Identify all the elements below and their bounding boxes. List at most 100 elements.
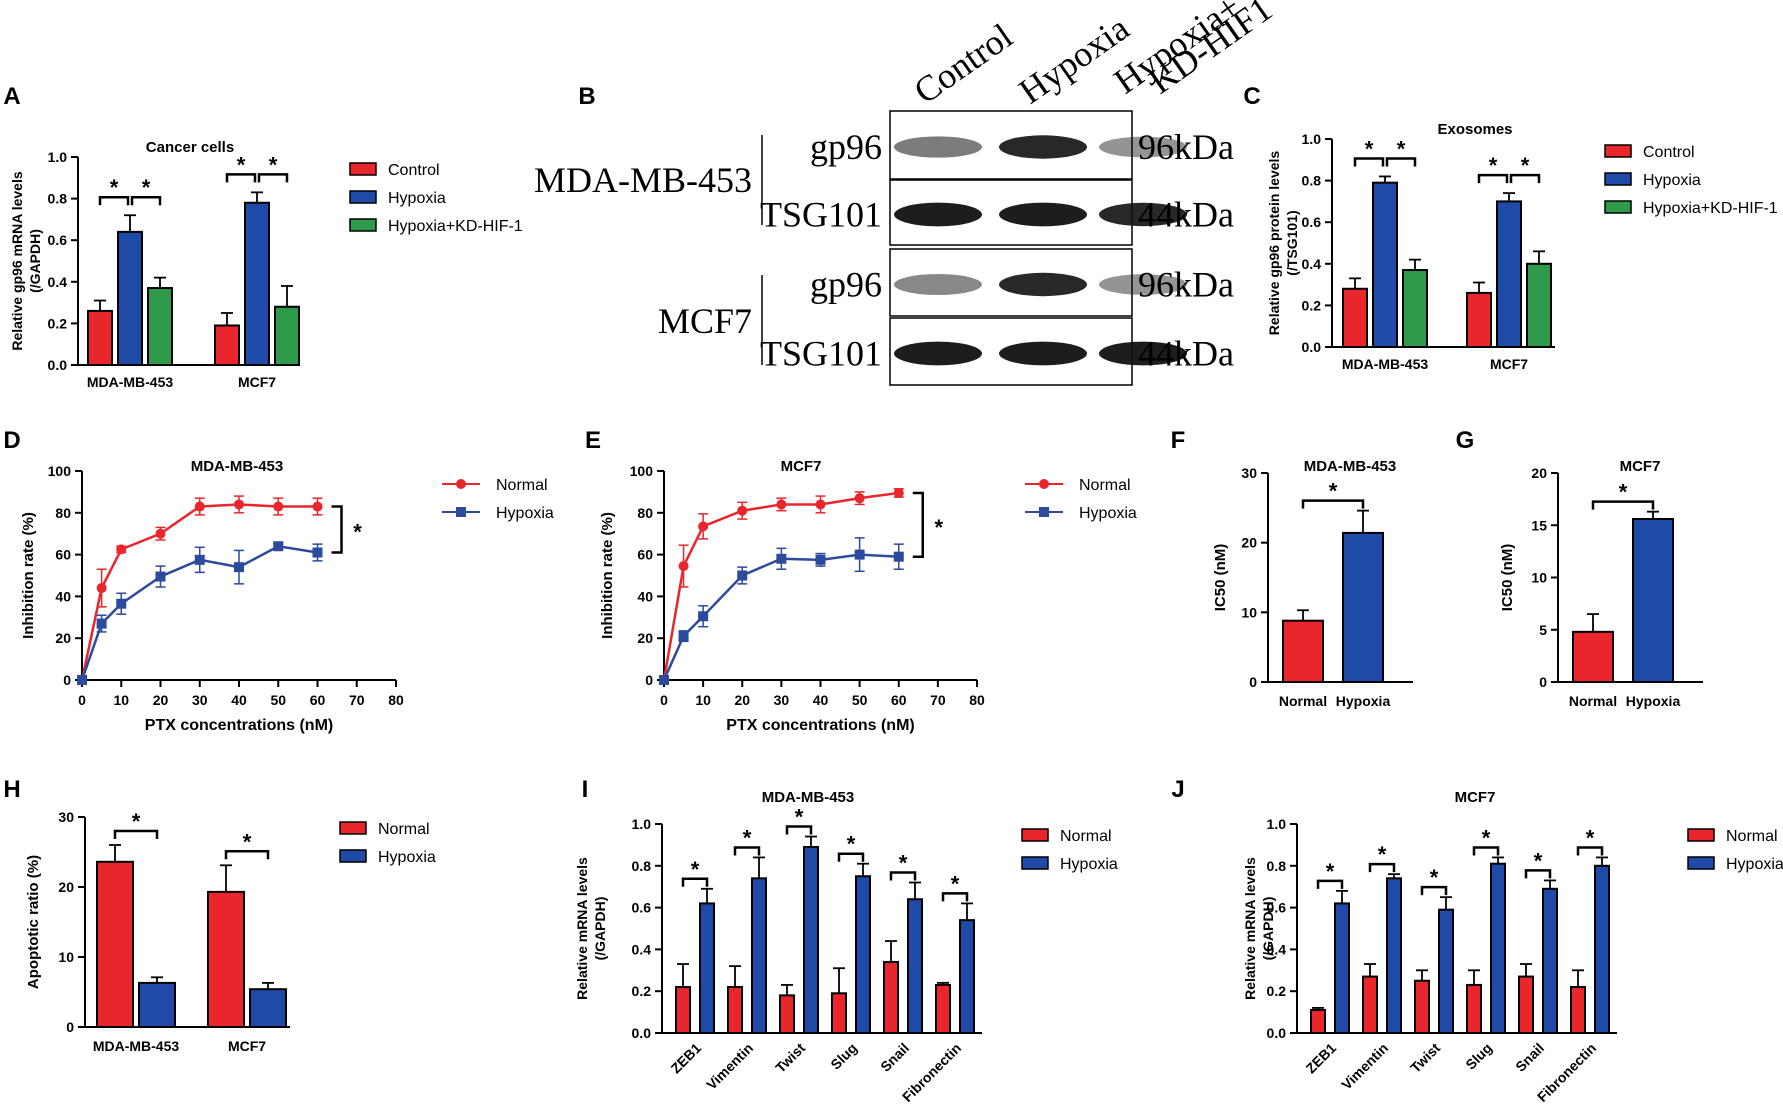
H-bar	[207, 890, 245, 1029]
A-y-tick-label: 1.0	[48, 149, 68, 165]
J-legend-label: Normal	[1726, 828, 1778, 845]
E-data-point	[776, 499, 787, 510]
H-sig-bracket	[113, 829, 159, 839]
E-data-point	[659, 675, 669, 685]
D-y-tick-label: 0	[63, 672, 71, 688]
J-sig-star: *	[1326, 859, 1335, 884]
D-x-tick-label: 80	[388, 692, 404, 708]
I-sig-star: *	[743, 825, 752, 850]
E-x-tick-label: 20	[734, 692, 750, 708]
J-x-tick-label: Twist	[1407, 1040, 1443, 1076]
D-data-point	[77, 675, 87, 685]
I-bar	[803, 845, 819, 1034]
J-x-tick-label: Snail	[1512, 1040, 1547, 1075]
C-legend-swatch	[1604, 144, 1632, 158]
A-x-tick-label: MCF7	[238, 374, 276, 390]
I-legend-swatch	[1021, 856, 1049, 870]
E-x-tick-label: 0	[660, 692, 668, 708]
I-sig-star: *	[795, 805, 804, 830]
G-x-tick-label: Hypoxia	[1626, 693, 1681, 709]
C-y-tick-label: 0.2	[1302, 297, 1322, 313]
I-bar	[855, 875, 871, 1034]
D-data-point	[312, 501, 323, 512]
C-x-tick-label: MCF7	[1490, 356, 1528, 372]
H-panel-letter: H	[3, 776, 20, 803]
G-y-label: IC50 (nM)	[1499, 544, 1516, 612]
A-sig-bracket	[225, 173, 257, 183]
I-x-tick-label: Vimentin	[703, 1040, 756, 1093]
F-y-tick-label: 20	[1241, 535, 1257, 551]
G-x-tick-label: Normal	[1569, 693, 1617, 709]
C-y-label: (/TSG101)	[1284, 210, 1300, 275]
E-data-point	[815, 554, 826, 565]
B-protein-band	[999, 341, 1087, 366]
C-legend-swatch	[1604, 172, 1632, 186]
I-bar	[727, 986, 743, 1035]
J-y-tick-label: 0.0	[1267, 1025, 1287, 1041]
F-y-tick-label: 0	[1249, 674, 1257, 690]
E-y-tick-label: 60	[637, 547, 653, 563]
H-y-label: Apoptotic ratio (%)	[25, 855, 42, 989]
D-y-label: Inhibition rate (%)	[20, 512, 37, 639]
I-y-tick-label: 1.0	[632, 816, 652, 832]
I-y-tick-label: 0.2	[632, 983, 652, 999]
J-sig-bracket	[1472, 846, 1500, 856]
F-y-label: IC50 (nM)	[1212, 544, 1229, 612]
H-bar	[96, 860, 134, 1028]
J-bar	[1518, 975, 1534, 1035]
E-data-point	[737, 570, 748, 581]
A-title: Cancer cells	[146, 139, 234, 156]
E-data-point	[678, 631, 689, 642]
I-y-label: Relative mRNA levels	[574, 857, 590, 1000]
H-sig-bracket	[224, 850, 270, 860]
E-data-point	[737, 505, 748, 516]
I-sig-bracket	[785, 825, 813, 835]
J-y-tick-label: 0.8	[1267, 858, 1287, 874]
B-protein-band	[1099, 136, 1187, 158]
I-bar	[751, 877, 767, 1035]
E-legend-marker	[1039, 479, 1049, 489]
J-bar	[1334, 902, 1350, 1034]
A-bar	[117, 230, 143, 366]
G-panel-letter: G	[1456, 427, 1475, 454]
A-y-tick-label: 0.0	[48, 357, 68, 373]
C-bar	[1372, 181, 1398, 348]
B-protein-band	[1099, 341, 1187, 366]
G-bar	[1572, 630, 1614, 684]
A-bar	[274, 305, 300, 367]
H-legend-swatch	[339, 849, 367, 863]
J-bar	[1414, 979, 1430, 1034]
A-legend-swatch	[349, 162, 377, 176]
A-sig-star: *	[110, 175, 119, 200]
I-sig-star: *	[847, 832, 856, 857]
C-legend-label: Hypoxia	[1643, 172, 1701, 189]
B-cell-line-label: MCF7	[658, 301, 752, 341]
J-panel-letter: J	[1171, 776, 1184, 803]
D-x-tick-label: 30	[192, 692, 208, 708]
B-size-label: 96kDa	[1138, 127, 1234, 167]
B-protein-band	[894, 274, 982, 295]
J-bar	[1438, 908, 1454, 1034]
B-protein-label: gp96	[810, 127, 882, 167]
I-legend-swatch	[1021, 828, 1049, 842]
E-data-point	[776, 553, 787, 564]
G-sig-star: *	[1619, 480, 1628, 505]
C-sig-bracket	[1385, 157, 1417, 167]
D-y-tick-label: 20	[55, 630, 71, 646]
J-y-label: Relative mRNA levels	[1242, 857, 1258, 1000]
C-sig-bracket	[1477, 173, 1509, 184]
D-y-tick-label: 40	[55, 588, 71, 604]
E-y-label: Inhibition rate (%)	[599, 512, 616, 639]
E-data-point	[893, 487, 904, 498]
A-sig-bracket	[98, 195, 130, 206]
E-data-point	[854, 549, 865, 560]
B-protein-band	[1099, 202, 1187, 227]
J-bar	[1386, 877, 1402, 1035]
C-bar	[1402, 269, 1428, 349]
J-title: MCF7	[1455, 789, 1496, 806]
D-y-tick-label: 60	[55, 547, 71, 563]
D-x-tick-label: 0	[78, 692, 86, 708]
D-data-point	[194, 501, 205, 512]
I-bar	[907, 898, 923, 1034]
F-x-tick-label: Normal	[1279, 693, 1327, 709]
